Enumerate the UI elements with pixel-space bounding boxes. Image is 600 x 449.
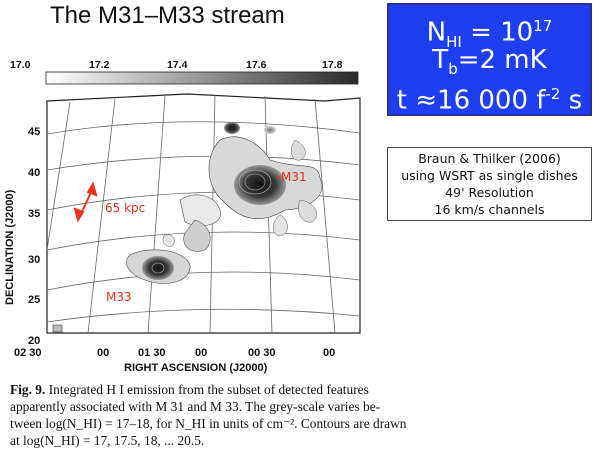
nhi-value: = 10 (461, 17, 534, 48)
caption-line-4: at log(N_HI) = 17, 17.5, 18, ... 20.5. (10, 433, 205, 448)
x-tick: 01 30 (138, 347, 166, 359)
nhi-line: NHI = 1017 (389, 11, 590, 57)
caption-fig-label: Fig. 9. (10, 382, 46, 397)
y-tick: 30 (28, 254, 40, 266)
m31-label: M31 (281, 170, 307, 184)
caption-line-3: tween log(N_HI) = 17–18, for N_HI in uni… (10, 416, 407, 431)
y-tick: 20 (28, 335, 40, 347)
y-tick: 45 (28, 126, 40, 138)
x-tick: 00 (323, 347, 335, 359)
tb-value: =2 mK (457, 45, 547, 75)
reference-line-1: Braun & Thilker (2006) (418, 151, 561, 166)
y-tick: 25 (28, 294, 40, 306)
time-line: t ≈16 000 f-2 s (389, 79, 590, 116)
m33-label: M33 (106, 290, 132, 304)
colorbar-tick: 17.4 (167, 59, 188, 71)
scale-arrow (73, 181, 98, 223)
tb-subscript: b (448, 60, 458, 79)
colorbar-tick: 17.8 (322, 59, 343, 71)
x-axis-label: RIGHT ASCENSION (J2000) (124, 362, 268, 374)
reference-line-4: 16 km/s channels (434, 202, 545, 217)
m31-marker (276, 175, 280, 179)
caption-text-1: Integrated H I emission from the subset … (45, 382, 369, 397)
hi-map-figure: 17.0 17.2 17.4 17.6 17.8 (4, 59, 361, 374)
time-value: t ≈16 000 f (396, 85, 546, 116)
colorbar-tick: 17.0 (10, 59, 31, 71)
figure-caption: Fig. 9. Integrated H I emission from the… (10, 381, 590, 449)
nhi-exponent: 17 (533, 17, 553, 35)
y-tick: 35 (28, 208, 40, 220)
time-unit: s (560, 85, 583, 116)
time-exponent: -2 (545, 85, 561, 103)
y-tick: 40 (28, 167, 40, 179)
hi-emission (52, 122, 323, 333)
colorbar (45, 71, 359, 85)
x-tick: 00 (195, 347, 207, 359)
nhi-symbol: N (426, 17, 447, 48)
caption-line-2: apparently associated with M 31 and M 33… (10, 399, 381, 414)
tb-symbol: T (432, 45, 449, 75)
x-tick: 02 30 (14, 347, 42, 359)
scale-label: 65 kpc (105, 201, 145, 215)
reference-line-2: using WSRT as single dishes (401, 168, 578, 183)
x-tick: 00 30 (248, 347, 276, 359)
colorbar-ticks: 17.0 17.2 17.4 17.6 17.8 (10, 59, 343, 71)
y-axis-label: DECLINATION (J2000) (4, 189, 16, 305)
nhi-subscript: HI (446, 32, 462, 51)
reference-box: Braun & Thilker (2006) using WSRT as sin… (387, 147, 592, 221)
tb-line: Tb=2 mK (389, 45, 590, 84)
x-tick: 00 (97, 347, 109, 359)
parameters-box: NHI = 1017 Tb=2 mK t ≈16 000 f-2 s (387, 3, 592, 116)
caption-line-1: Fig. 9. Integrated H I emission from the… (10, 381, 590, 398)
slide-title: The M31–M33 stream (50, 2, 285, 29)
colorbar-tick: 17.2 (89, 59, 110, 71)
colorbar-tick: 17.6 (246, 59, 267, 71)
reference-line-3: 49' Resolution (445, 185, 534, 200)
